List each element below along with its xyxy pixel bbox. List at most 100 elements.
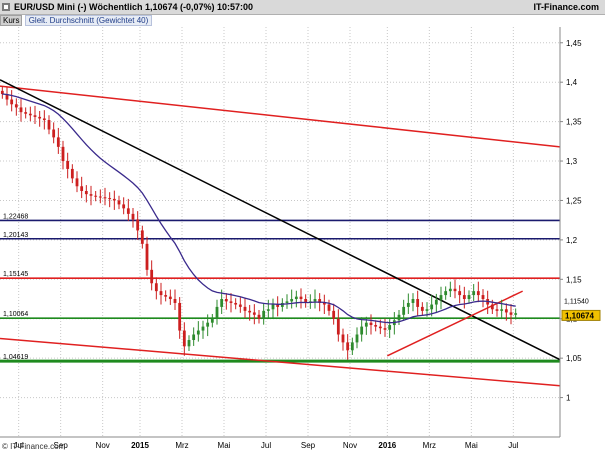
- price-tags: 1,11540 1,10674: [561, 299, 601, 321]
- candle-body: [406, 302, 410, 307]
- candle-body: [299, 296, 303, 300]
- candle-body: [248, 310, 252, 313]
- candle-body: [434, 299, 438, 305]
- candle-body: [159, 291, 163, 296]
- moving-average-line: [2, 93, 516, 324]
- grid: [0, 27, 560, 437]
- candle-body: [5, 94, 9, 100]
- candle-body: [238, 304, 242, 307]
- candle-body: [313, 299, 317, 302]
- candle-body: [66, 161, 70, 169]
- candle-body: [154, 283, 158, 292]
- candle-body: [103, 197, 107, 199]
- candle-body: [192, 334, 196, 341]
- candle-body: [509, 312, 513, 315]
- candle-body: [70, 168, 74, 179]
- candle-body: [416, 299, 420, 307]
- candle-body: [187, 340, 191, 347]
- candle-body: [215, 306, 219, 319]
- instrument-icon: [2, 3, 10, 11]
- chart-title: EUR/USD Mini (-) Wöchentlich 1,10674 (-0…: [14, 2, 254, 12]
- candle-body: [61, 146, 65, 162]
- x-tick-label: Jul: [14, 441, 24, 450]
- current-price-box: [561, 309, 601, 321]
- tab-kurs[interactable]: Kurs: [0, 15, 23, 26]
- candle-body: [322, 302, 326, 305]
- y-tick-label: 1: [566, 394, 571, 403]
- candle-body: [252, 312, 256, 315]
- candle-body: [38, 116, 42, 119]
- level-label: 1,22468: [3, 213, 28, 220]
- candle-body: [75, 178, 79, 187]
- candle-body: [52, 129, 56, 138]
- candle-body: [374, 325, 378, 327]
- candle-body: [28, 113, 32, 116]
- indicator-tabs: Kurs Gleit. Durchschnitt (Gewichtet 40): [0, 15, 153, 26]
- candle-body: [490, 304, 494, 310]
- trendline: [387, 290, 523, 357]
- y-tick-label: 1,3: [566, 157, 578, 166]
- candle-body: [206, 322, 210, 327]
- candle-body: [341, 334, 345, 343]
- x-tick-label: Nov: [343, 441, 357, 450]
- x-tick-label: Sep: [301, 441, 316, 450]
- candle-body: [168, 296, 172, 300]
- candle-body: [402, 306, 406, 315]
- candle-body: [430, 304, 434, 310]
- brand-label: IT-Finance.com: [533, 2, 599, 12]
- candle-body: [19, 107, 23, 113]
- candle-body: [140, 230, 144, 244]
- candle-body: [458, 291, 462, 296]
- candle-body: [495, 309, 499, 311]
- candle-body: [514, 313, 518, 315]
- candle-body: [84, 191, 88, 195]
- candle-body: [444, 291, 448, 296]
- candle-body: [383, 328, 387, 330]
- y-tick-label: 1,4: [566, 78, 578, 87]
- candle-body: [388, 325, 392, 330]
- candle-body: [378, 326, 382, 329]
- candle-body: [14, 104, 18, 108]
- candle-body: [196, 330, 200, 335]
- candle-body: [369, 322, 373, 326]
- x-tick-label: Nov: [96, 441, 110, 450]
- candle-body: [178, 302, 182, 331]
- candle-body: [201, 326, 205, 331]
- candle-body: [462, 295, 466, 300]
- y-tick-label: 1,35: [566, 118, 582, 127]
- candle-body: [117, 200, 121, 205]
- candle-body: [276, 304, 280, 307]
- x-tick-label: Jul: [261, 441, 271, 450]
- x-tick-label: Jul: [508, 441, 518, 450]
- trendlines: [0, 79, 561, 387]
- candle-body: [33, 115, 37, 117]
- candle-body: [346, 342, 350, 351]
- level-label: 1,04619: [3, 354, 28, 361]
- candle-body: [108, 198, 112, 200]
- level-label: 1,10064: [3, 311, 28, 318]
- candle-body: [0, 90, 4, 95]
- x-axis: Jul Sep Nov 2015 Mrz Mai Jul Sep Nov 2016 Mrz Mai Ju…: [14, 441, 519, 450]
- candle-body: [24, 112, 28, 114]
- candle-body: [182, 330, 186, 347]
- tab-moving-average[interactable]: Gleit. Durchschnitt (Gewichtet 40): [24, 15, 153, 26]
- candle-body: [364, 322, 368, 327]
- candle-body: [500, 309, 504, 311]
- candle-body: [257, 314, 261, 319]
- y-tick-label: 1,25: [566, 196, 582, 205]
- candle-body: [327, 304, 331, 311]
- candle-body: [89, 194, 93, 196]
- y-tick-label: 1,15: [566, 275, 582, 284]
- candle-body: [397, 314, 401, 321]
- price-tag-label: 1,11540: [564, 299, 589, 306]
- trendline: [0, 85, 561, 148]
- x-tick-label: Sep: [54, 441, 69, 450]
- candle-body: [145, 243, 149, 270]
- candle-body: [285, 301, 289, 303]
- x-tick-label: 2016: [378, 441, 396, 450]
- candle-body: [467, 295, 471, 300]
- y-tick-label: 1,05: [566, 354, 582, 363]
- candle-body: [47, 120, 51, 130]
- y-tick-label: 1,45: [566, 39, 582, 48]
